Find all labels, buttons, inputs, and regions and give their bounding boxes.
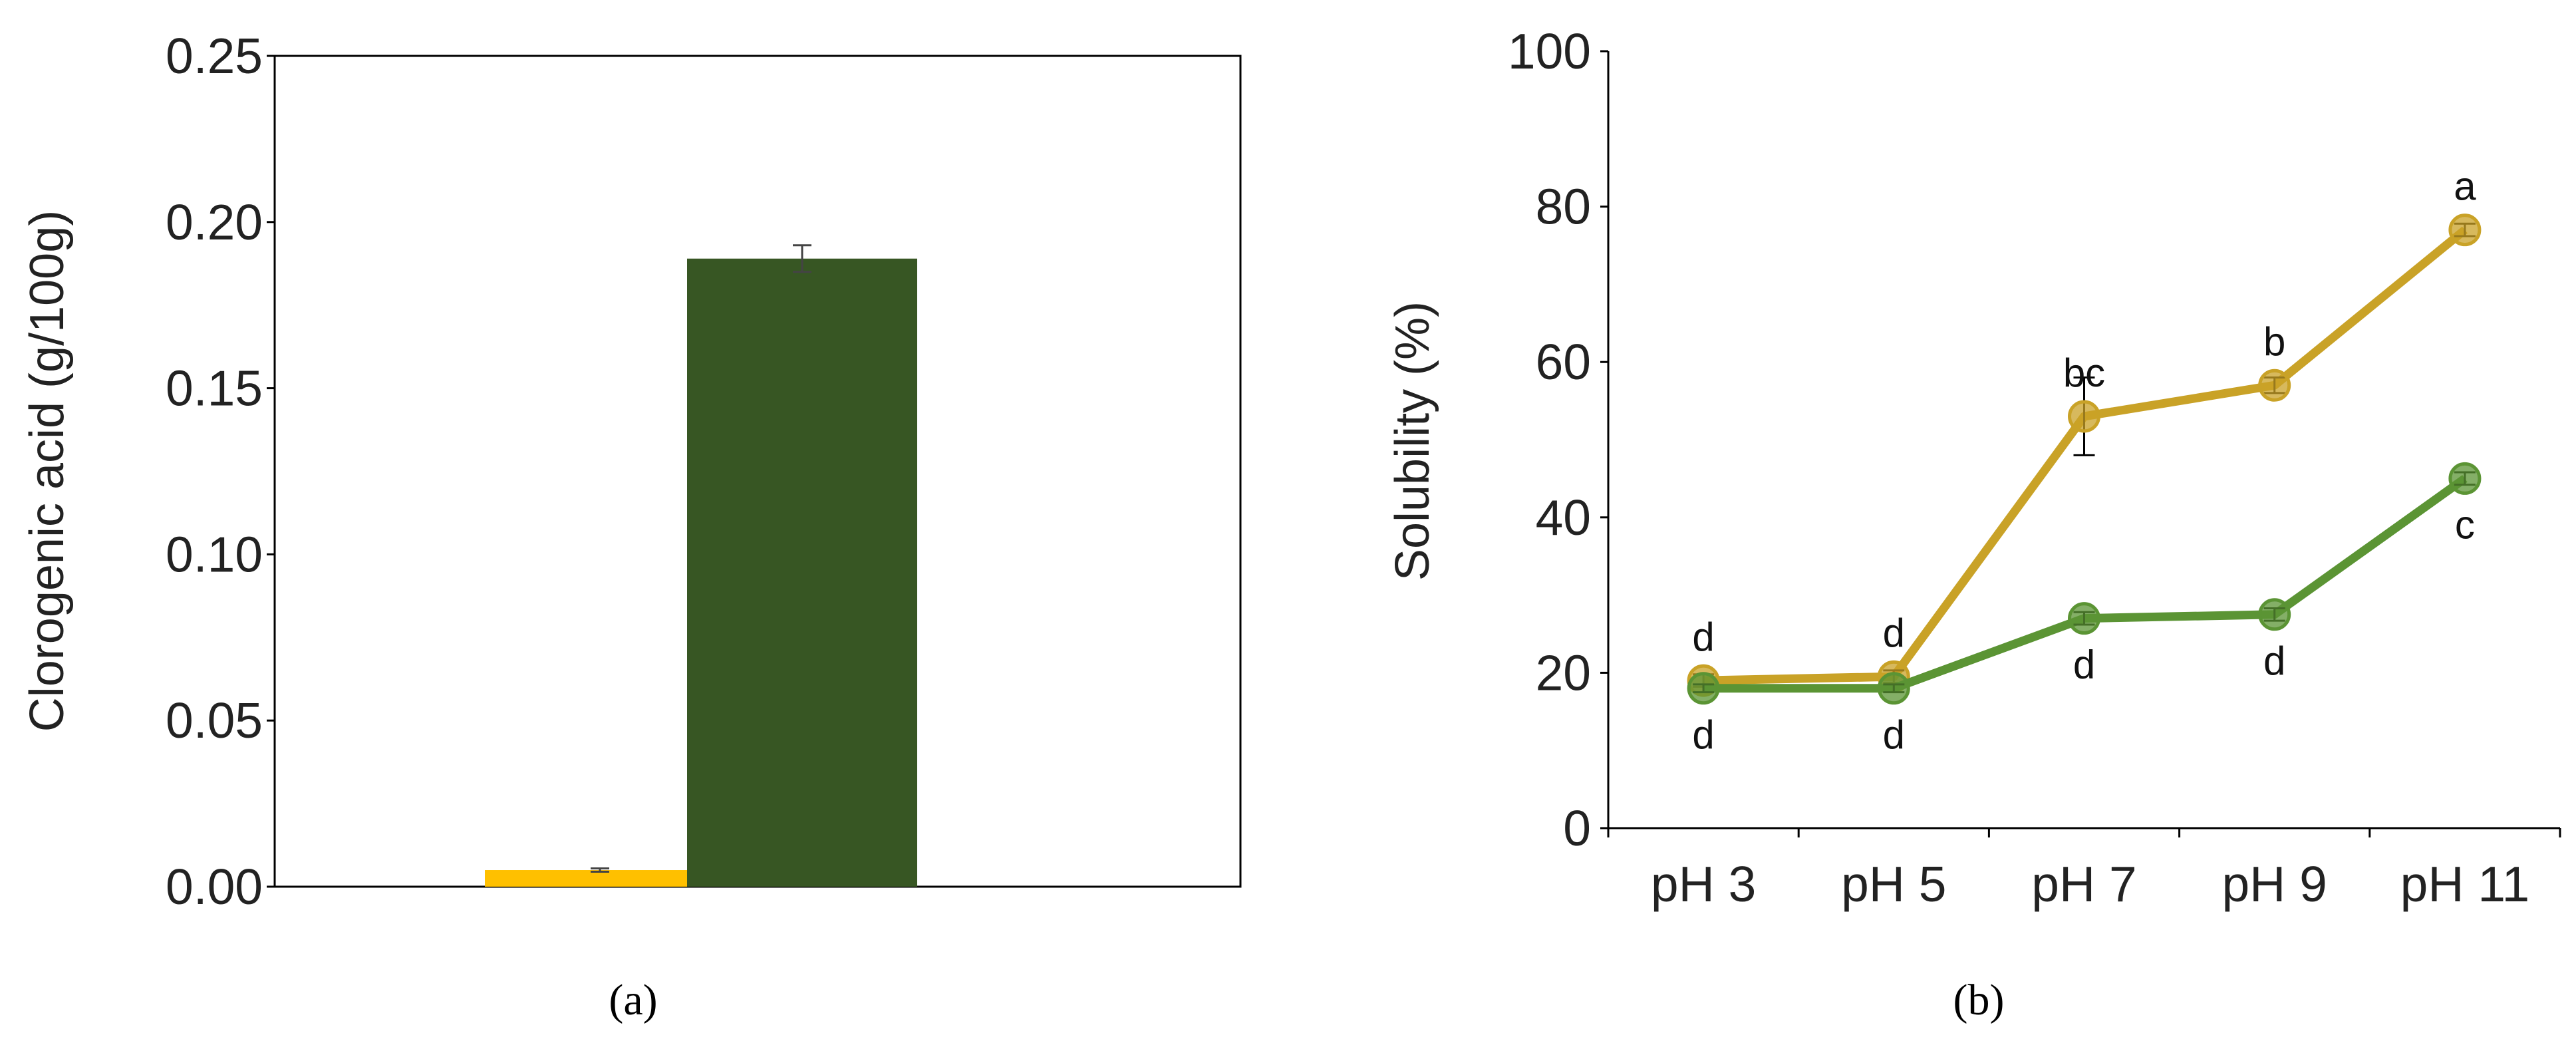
chart-a-y-tick-label: 0.20 (166, 194, 263, 250)
chart-a-y-tick-label: 0.15 (166, 361, 263, 416)
chart-b-x-tick-label: pH 3 (1651, 856, 1756, 912)
chart-a-y-tick-label: 0.10 (166, 526, 263, 582)
chart-a-bars (485, 244, 917, 887)
chart-a-bar (687, 258, 917, 887)
chart-b-significance-letter: d (2073, 643, 2095, 687)
chart-b-significance-letter: b (2263, 319, 2285, 364)
chart-b-x-tick-label: pH 9 (2221, 856, 2327, 912)
chart-b-data-point (2448, 462, 2482, 495)
chart-b-x-axis: pH 3 pH 5 pH 7 pH 9 pH 11 (1607, 828, 2561, 912)
chart-b-x-tick-label: pH 7 (2031, 856, 2136, 912)
chart-b-significance-letter: bc (2063, 351, 2105, 395)
chart-a-y-axis: 0.00 0.05 0.10 0.15 0.20 0.25 (166, 28, 275, 915)
chart-b-significance-letter: d (1883, 712, 1905, 757)
chart-b-y-tick-label: 60 (1536, 334, 1591, 390)
chart-b-y-tick-label: 40 (1536, 490, 1591, 545)
chart-a-y-axis-title: Clorogenic acid (g/100g) (21, 210, 74, 732)
chart-b-y-axis-title: Solubility (%) (1386, 301, 1439, 581)
chart-a-y-tick-label: 0.00 (166, 859, 263, 915)
chart-b-significance-letter: d (1692, 712, 1714, 757)
chart-b-y-tick-label: 20 (1536, 645, 1591, 700)
chart-b-y-tick-label: 0 (1563, 800, 1591, 856)
chart-b-data-point (2258, 369, 2291, 402)
chart-b-significance-letter: d (2263, 639, 2285, 683)
chart-b-data-point (1687, 672, 1720, 705)
chart-a-y-tick-label: 0.05 (166, 692, 263, 748)
chart-b-series: d d bc b a d d d d c (1687, 164, 2482, 757)
chart-b-data-point (2068, 602, 2100, 635)
chart-a-bar (485, 870, 715, 887)
chart-a-panel-label: (a) (609, 976, 657, 1024)
chart-a-y-tick-label: 0.25 (166, 28, 263, 84)
chart-b-significance-letter: c (2455, 502, 2475, 547)
chart-b-y-tick-label: 80 (1536, 179, 1591, 235)
chart-b-data-point (2448, 214, 2482, 247)
chart-a-bar-chart: 0.00 0.05 0.10 0.15 0.20 0.25 Clorogenic acid… (21, 28, 1242, 1024)
chart-b-x-tick-label: pH 11 (2400, 856, 2530, 912)
chart-b-significance-letter: d (1883, 611, 1905, 655)
chart-b-data-point (2258, 598, 2291, 631)
chart-b-significance-letter: d (1692, 615, 1714, 659)
chart-b-panel-label: (b) (1953, 976, 2005, 1024)
chart-b-y-tick-label: 100 (1508, 23, 1591, 79)
chart-b-x-tick-label: pH 5 (1841, 856, 1946, 912)
chart-b-significance-letter: a (2454, 164, 2476, 209)
chart-b-y-axis: 0 20 40 60 80 100 (1508, 23, 1608, 856)
chart-b-data-point (1877, 672, 1910, 705)
chart-b-data-point (2068, 400, 2100, 433)
